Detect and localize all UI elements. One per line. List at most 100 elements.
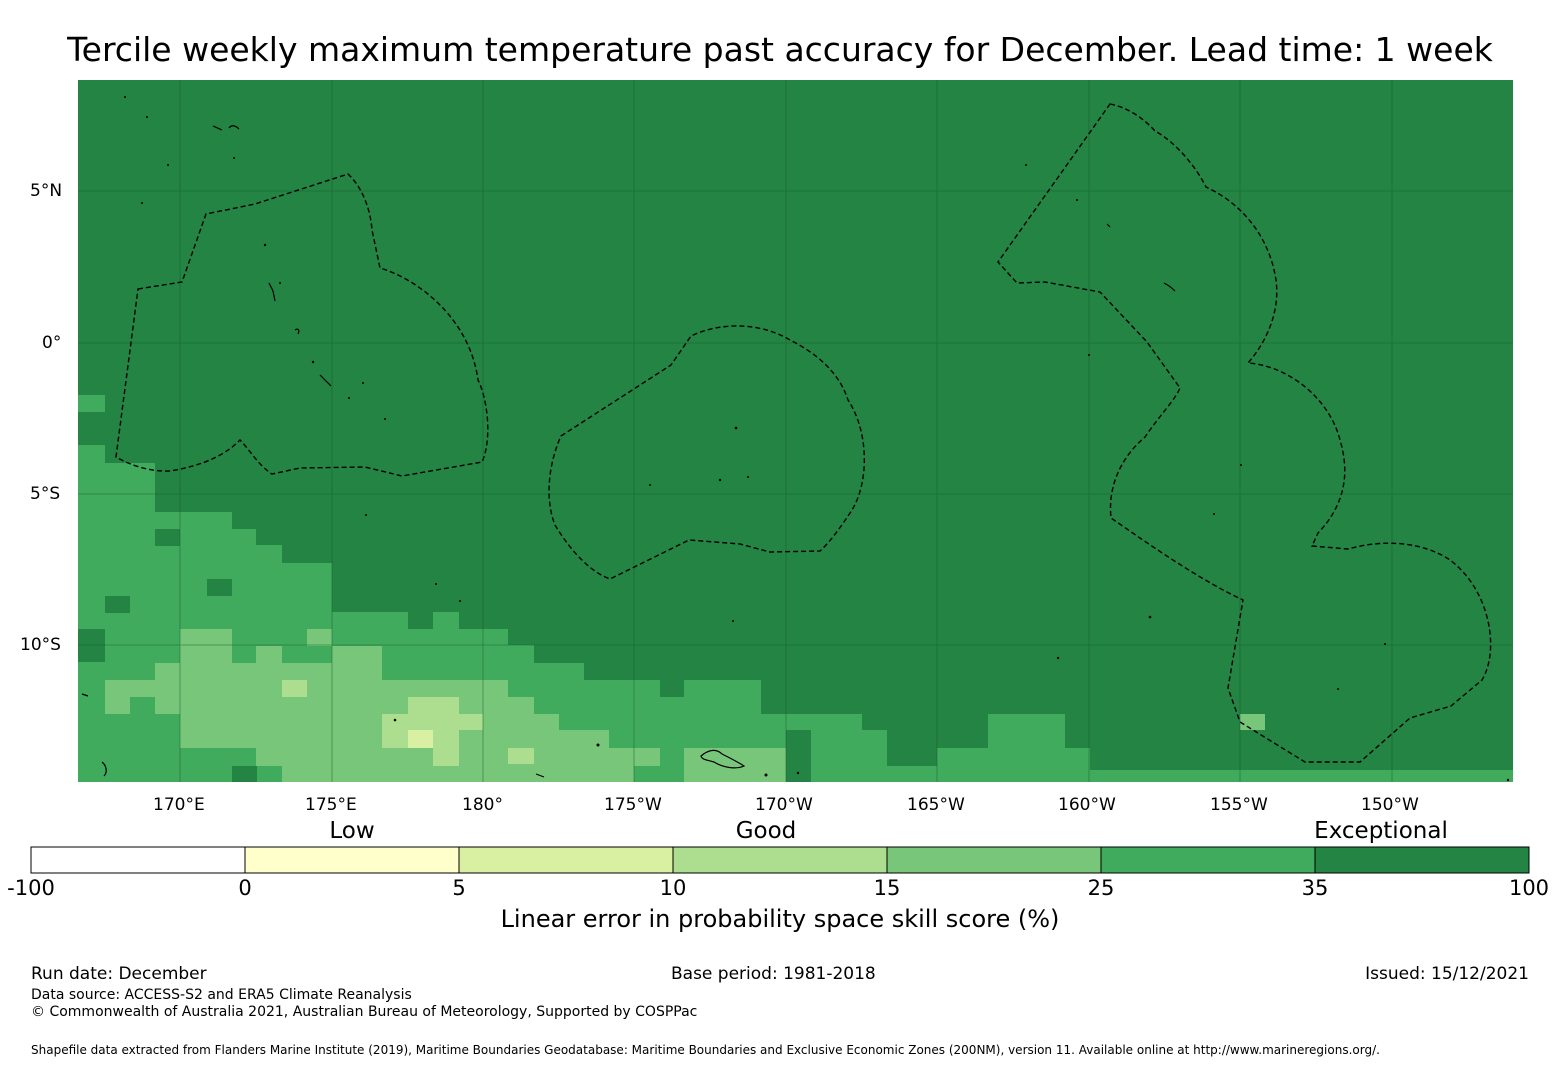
island-outline (101, 761, 107, 777)
run-date: Run date: December (31, 964, 207, 984)
lon-label: 180° (462, 795, 503, 815)
island-dot (384, 418, 386, 420)
island-dot (1088, 354, 1090, 356)
base-period: Base period: 1981-2018 (671, 964, 876, 984)
island-dot (167, 164, 169, 166)
lat-label: 10°S (20, 635, 61, 655)
island-dot (1076, 199, 1078, 201)
eez-boundaries (115, 103, 1492, 763)
skill-region-5-10 (408, 730, 433, 748)
island-dot (459, 600, 461, 602)
island-dot (732, 620, 734, 622)
island-dot (1025, 164, 1027, 166)
lat-label: 5°S (30, 484, 61, 504)
island-dot (365, 514, 367, 516)
lon-label: 160°W (1058, 795, 1116, 815)
skill-region-35-plus (155, 529, 180, 546)
island-dot (279, 282, 281, 284)
colorbar-segment-5-10 (458, 846, 674, 874)
island-dot (649, 484, 651, 486)
island-outline (535, 773, 545, 778)
island-outline (212, 125, 223, 131)
colorbar-tick: -100 (7, 876, 55, 900)
island-dot (1213, 513, 1215, 515)
skill-region-35-plus (78, 629, 105, 662)
lon-label: 175°E (305, 795, 357, 815)
island-outline (319, 374, 332, 387)
skill-region-10-15 (282, 680, 307, 697)
island-dot (124, 96, 126, 98)
island-dot (718, 478, 722, 482)
lat-label: 0° (42, 333, 62, 353)
data-source: Data source: ACCESS-S2 and ERA5 Climate … (31, 987, 412, 1003)
island-dot (435, 583, 437, 585)
skill-region-35-plus (207, 579, 232, 596)
skill-region-10-15 (508, 748, 534, 764)
island-outline (228, 125, 240, 130)
island-dot (796, 771, 800, 775)
skill-region-35-plus (232, 766, 257, 782)
island-dot (596, 743, 600, 747)
map-title: Tercile weekly maximum temperature past … (67, 30, 1493, 69)
island-dot (233, 157, 235, 159)
eez-tokelau-samoa (548, 325, 865, 580)
colorbar-category-good: Good (735, 818, 797, 844)
colorbar-tick: 100 (1508, 876, 1550, 900)
skill-region-25-35 (78, 395, 105, 412)
shapefile-credit: Shapefile data extracted from Flanders M… (31, 1043, 1380, 1057)
island-dot (764, 773, 768, 777)
skill-region-15-25 (1240, 714, 1265, 730)
island-dot (141, 202, 143, 204)
island-outline (81, 693, 89, 697)
island-outline (268, 282, 276, 302)
lon-label: 165°W (907, 795, 965, 815)
issued-date: Issued: 15/12/2021 (1365, 964, 1529, 984)
colorbar-category-exceptional: Exceptional (1314, 818, 1448, 844)
island-dot (747, 476, 749, 478)
eez-kiribati-line (997, 103, 1492, 763)
island-dot (1148, 615, 1152, 619)
colorbar-segment-10-15 (672, 846, 888, 874)
lon-label: 155°W (1210, 795, 1268, 815)
lon-label: 150°W (1361, 795, 1419, 815)
small-islands (124, 96, 1510, 782)
island-dot (1240, 464, 1242, 466)
island-dot (311, 360, 315, 364)
skill-region-15-25 (684, 748, 786, 782)
colorbar-segment-25-35 (1100, 846, 1316, 874)
colorbar-segment-15-25 (886, 846, 1102, 874)
colorbar-tick: 15 (873, 876, 901, 900)
samoa-island-outline (700, 749, 746, 769)
lon-label: 170°W (755, 795, 813, 815)
skill-region-15-25 (105, 629, 660, 782)
island-outline (294, 328, 300, 335)
island-dot (362, 382, 364, 384)
colorbar-segment-35-100 (1314, 846, 1530, 874)
copyright: © Commonwealth of Australia 2021, Austra… (31, 1004, 698, 1020)
colorbar-tick: 25 (1087, 876, 1115, 900)
eez-kiribati-gilberts (115, 173, 489, 477)
island-dot (1337, 688, 1339, 690)
island-outline (1163, 282, 1176, 292)
lon-label: 175°W (604, 795, 662, 815)
colorbar-tick: 0 (238, 876, 252, 900)
colorbar-tick: 5 (452, 876, 466, 900)
colorbar-title: Linear error in probability space skill … (500, 905, 1060, 933)
island-dot (393, 718, 397, 722)
skill-region-15-25 (307, 629, 332, 646)
lon-label: 170°E (153, 795, 205, 815)
skill-region-35-plus (105, 412, 130, 445)
island-dot (1506, 778, 1510, 782)
island-dot (734, 426, 738, 430)
lat-label: 5°N (30, 181, 63, 201)
island-dot (348, 397, 350, 399)
colorbar (30, 846, 1530, 874)
colorbar-segment-0-5 (244, 846, 460, 874)
skill-region-35-plus (105, 596, 130, 613)
colorbar-category-low: Low (329, 818, 375, 844)
island-outline (1106, 223, 1111, 228)
map-gridlines (78, 80, 1513, 782)
colorbar-segment-neg100-0 (30, 846, 246, 874)
island-dot (263, 243, 267, 247)
